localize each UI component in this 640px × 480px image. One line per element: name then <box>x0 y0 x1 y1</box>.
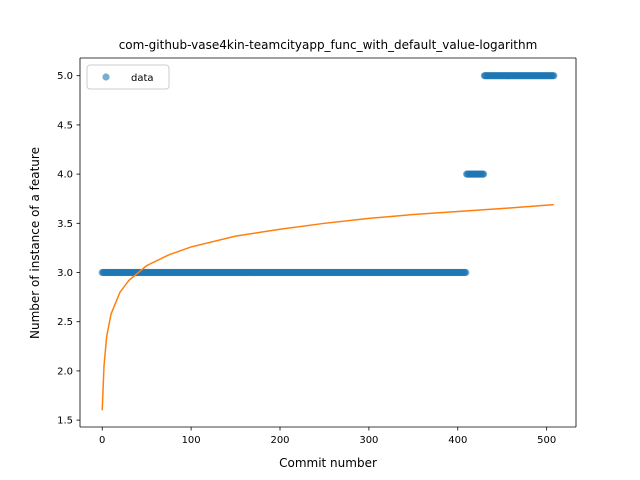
y-tick-label: 1.5 <box>57 416 73 427</box>
y-axis-title: Number of instance of a feature <box>28 147 42 339</box>
y-tick-label: 4.5 <box>57 120 73 131</box>
x-tick-label: 0 <box>99 435 105 446</box>
data-point <box>550 72 558 80</box>
x-tick-label: 100 <box>182 435 201 446</box>
x-tick-label: 500 <box>537 435 556 446</box>
x-tick-label: 200 <box>270 435 289 446</box>
y-tick-label: 3.5 <box>57 219 73 230</box>
plot-area <box>98 72 558 411</box>
legend-label: data <box>131 73 154 84</box>
x-axis-title: Commit number <box>279 456 377 470</box>
legend: data <box>86 64 170 90</box>
fit-line <box>101 203 554 411</box>
y-tick-label: 5.0 <box>57 71 73 82</box>
y-tick-label: 2.5 <box>57 317 73 328</box>
x-tick-label: 300 <box>359 435 378 446</box>
legend-marker <box>102 73 110 81</box>
data-point <box>479 170 488 178</box>
x-tick-label: 400 <box>448 435 467 446</box>
axes: 0 100 200 300 400 500 1.5 2.0 2.5 3.0 3.5 4.0 4.5 5.0 <box>57 57 577 446</box>
data-point <box>462 268 470 277</box>
y-tick-label: 3.0 <box>57 268 73 279</box>
y-tick-label: 2.0 <box>57 366 73 377</box>
legend-box <box>86 64 170 90</box>
chart-title: com-github-vase4kin-teamcityapp_func_wit… <box>119 38 538 52</box>
y-tick-label: 4.0 <box>57 170 73 181</box>
